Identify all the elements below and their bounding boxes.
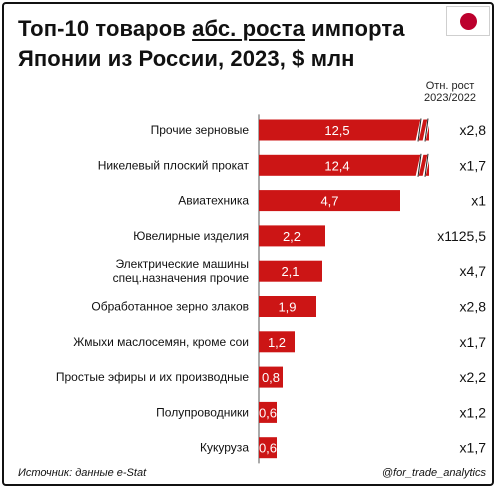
category-label: Прочие зерновые (151, 123, 250, 137)
ratio-header: Отн. рост 2023/2022 (410, 80, 490, 104)
ratio-label: x1,7 (460, 334, 487, 350)
chart-title: Топ-10 товаров абс. роста импорта Японии… (18, 14, 428, 74)
category-label: Простые эфиры и их производные (56, 370, 249, 384)
category-label: спец.назначения прочие (113, 271, 250, 285)
title-part-3: импорта (304, 16, 405, 41)
source-note: Источник: данные e-Stat (18, 467, 147, 479)
bar (259, 225, 325, 247)
title-part-underlined: абс. роста (192, 16, 305, 41)
data-label: 1,9 (278, 300, 296, 315)
ratio-label: x2,2 (460, 369, 487, 385)
axis-break-line (424, 153, 429, 177)
category-label: Полупроводники (156, 405, 249, 419)
data-label: 1,2 (268, 335, 286, 350)
bar (259, 366, 283, 388)
data-label: 2,1 (281, 264, 299, 279)
title-part-1: Топ-10 товаров (18, 16, 193, 41)
category-label: Обработанное зерно злаков (91, 300, 249, 314)
bar (259, 437, 277, 459)
ratio-label: x2,8 (460, 122, 487, 138)
data-label: 0,8 (262, 370, 280, 385)
category-label: Электрические машины (115, 257, 249, 271)
author-handle: @for_trade_analytics (381, 467, 486, 479)
ratio-label: x1,7 (460, 440, 487, 456)
title-part-4: Японии из России, 2023, $ млн (18, 46, 355, 71)
data-label: 12,4 (324, 158, 349, 173)
category-label: Авиатехника (178, 194, 249, 208)
ratio-label: x2,8 (460, 299, 487, 315)
category-label: Никелевый плоский прокат (98, 158, 250, 172)
ratio-label: x1,2 (460, 404, 487, 420)
bar (259, 296, 316, 317)
ratio-header-line1: Отн. рост (425, 80, 475, 92)
data-label: 2,2 (283, 229, 301, 244)
category-label: Жмыхи маслосемян, кроме сои (73, 335, 249, 349)
axis-break-line (417, 153, 422, 177)
japan-flag-icon (446, 6, 490, 36)
bar (259, 401, 277, 423)
bar (259, 154, 429, 176)
ratio-label: x4,7 (460, 263, 487, 279)
flag-disc (460, 13, 477, 30)
data-label: 0,6 (259, 441, 277, 456)
category-label: Ювелирные изделия (133, 229, 249, 243)
category-label: Кукуруза (200, 441, 249, 455)
ratio-label: x1 (471, 193, 486, 209)
data-label: 12,5 (324, 123, 349, 138)
bar (259, 331, 295, 353)
ratio-label: x1125,5 (437, 228, 486, 244)
bar (259, 190, 400, 212)
data-label: 0,6 (259, 405, 277, 420)
ratio-label: x1,7 (460, 157, 487, 173)
chart-frame (2, 2, 494, 486)
axis-break-line (424, 118, 429, 142)
data-label: 4,7 (320, 194, 338, 209)
ratio-header-line2: 2023/2022 (424, 92, 476, 104)
axis-break-line (417, 118, 422, 142)
bar (259, 119, 429, 141)
bar (259, 260, 322, 282)
